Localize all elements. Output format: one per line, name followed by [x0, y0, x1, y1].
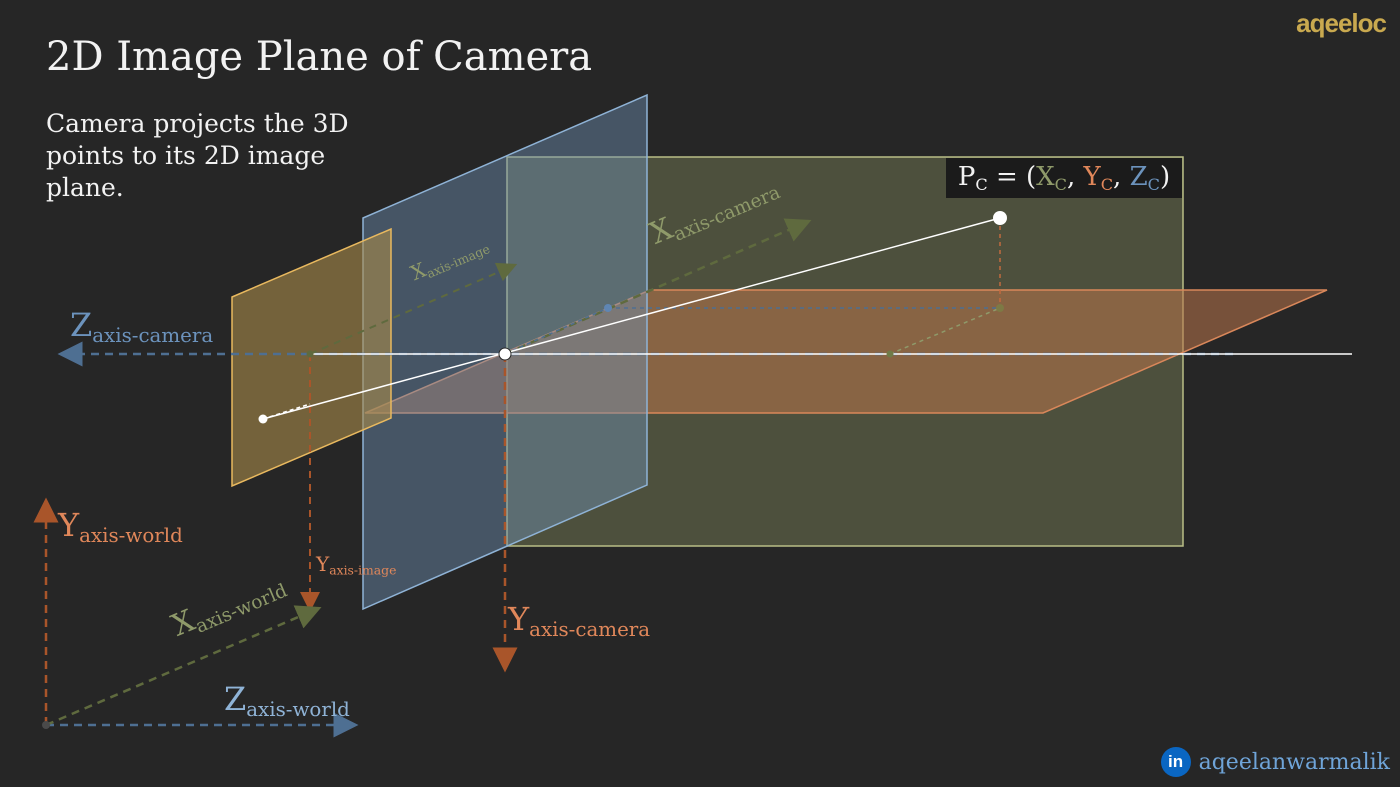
camera-origin-point: [498, 347, 512, 361]
label-y-axis-world: Yaxis-world: [58, 506, 183, 547]
linkedin-icon: in: [1160, 747, 1191, 777]
x-axis-world-line: [45, 605, 322, 727]
pc-z: Z: [1129, 162, 1148, 192]
page-title: 2D Image Plane of Camera: [46, 34, 593, 80]
point-pc: [993, 211, 1007, 225]
pc-close: ): [1159, 162, 1171, 192]
label-y-axis-world-main: Y: [58, 506, 80, 544]
image-origin-point: [306, 350, 314, 358]
label-z-axis-world-sub: axis-world: [246, 697, 350, 721]
point-z-line: [889, 307, 1001, 355]
pc-x: X: [1036, 162, 1055, 192]
pc-eq: = (: [987, 162, 1037, 192]
label-z-axis-camera-main: Z: [70, 306, 93, 344]
projected-image-point: [258, 414, 268, 424]
origin-to-x-line: [504, 307, 609, 355]
pc-x-sub: C: [1054, 174, 1067, 194]
x-axis-camera-line: [504, 218, 812, 356]
image-plane: [231, 227, 392, 488]
x-axis-image-line: [309, 262, 518, 355]
linkedin-handle-text: aqeelanwarmalik: [1198, 749, 1390, 775]
ground-plane: [364, 289, 1328, 414]
linkedin-handle[interactable]: in aqeelanwarmalik: [1160, 747, 1390, 777]
pc-comma2: ,: [1113, 162, 1130, 192]
label-z-axis-world-main: Z: [224, 680, 247, 718]
pc-z-sub: C: [1147, 174, 1160, 194]
point-label-box: PC = (XC, YC, ZC): [946, 158, 1182, 198]
image-offset-line: [262, 403, 311, 420]
projection-ray: [262, 217, 1001, 420]
pc-p-sub: C: [975, 174, 988, 194]
label-y-axis-camera-main: Y: [508, 600, 530, 638]
label-y-axis-image-sub: axis-image: [329, 562, 397, 578]
label-y-axis-world-sub: axis-world: [79, 523, 183, 547]
world-origin-point: [42, 721, 50, 729]
label-z-axis-camera: Zaxis-camera: [70, 306, 213, 347]
pc-p: P: [957, 162, 976, 192]
z-axis-marker: [886, 350, 894, 358]
label-z-axis-camera-sub: axis-camera: [92, 323, 214, 347]
label-y-axis-image: Yaxis-image: [316, 552, 396, 578]
pc-comma1: ,: [1067, 162, 1084, 192]
pc-y-sub: C: [1100, 174, 1114, 194]
point-foot-marker: [996, 304, 1004, 312]
label-z-axis-world: Zaxis-world: [224, 680, 350, 721]
label-y-axis-camera: Yaxis-camera: [508, 600, 650, 641]
subtitle: Camera projects the 3D points to its 2D …: [46, 109, 349, 202]
label-y-axis-image-main: Y: [316, 552, 330, 576]
label-y-axis-camera-sub: axis-camera: [529, 617, 651, 641]
brand-logo: aqeeloc: [1296, 8, 1387, 38]
pc-y: Y: [1083, 162, 1101, 192]
point-label: PC = (XC, YC, ZC): [946, 162, 1182, 194]
x-axis-marker: [604, 304, 612, 312]
